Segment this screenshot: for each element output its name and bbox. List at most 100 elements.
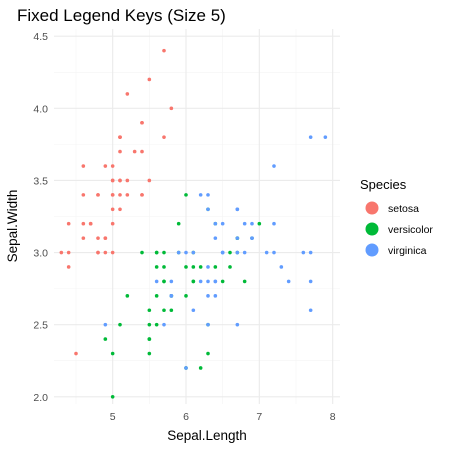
point-versicolor	[228, 265, 232, 269]
point-virginica	[213, 221, 218, 226]
point-versicolor	[162, 279, 166, 284]
point-versicolor	[198, 265, 203, 269]
x-axis-title: Sepal.Length	[167, 428, 247, 443]
point-versicolor	[118, 322, 122, 327]
point-versicolor	[176, 221, 181, 226]
point-virginica	[154, 279, 159, 284]
point-virginica	[198, 193, 203, 197]
point-versicolor	[154, 322, 159, 327]
y-tick-label: 3.5	[33, 175, 48, 187]
point-virginica	[286, 279, 291, 284]
point-setosa	[110, 193, 115, 197]
point-virginica	[220, 250, 225, 255]
point-setosa	[118, 207, 122, 212]
point-setosa	[66, 265, 71, 269]
point-setosa	[118, 149, 122, 154]
y-tick-label: 2.0	[33, 392, 48, 404]
legend-title: Species	[360, 177, 407, 192]
point-virginica	[176, 250, 181, 255]
legend-key-versicolor	[365, 222, 379, 236]
y-tick-labels: 2.0 2.5 3.0 3.5 4.0 4.5	[33, 31, 48, 404]
point-setosa	[66, 250, 71, 255]
point-setosa	[169, 106, 174, 111]
point-virginica	[308, 308, 313, 313]
point-virginica	[191, 308, 196, 313]
point-virginica	[242, 250, 247, 255]
point-virginica	[235, 207, 240, 212]
point-versicolor	[147, 308, 152, 313]
point-versicolor	[257, 221, 262, 226]
point-setosa	[118, 193, 122, 197]
point-versicolor	[169, 308, 174, 313]
point-virginica	[308, 250, 313, 255]
y-tick-label: 4.0	[33, 103, 48, 115]
y-tick-label: 4.5	[33, 31, 48, 43]
x-tick-label: 6	[183, 411, 189, 423]
chart-title: Fixed Legend Keys (Size 5)	[17, 6, 226, 25]
legend-key-setosa	[365, 201, 379, 215]
point-versicolor	[154, 265, 159, 269]
point-virginica	[213, 279, 218, 284]
legend-key-virginica	[365, 243, 379, 257]
y-tick-label: 2.5	[33, 320, 48, 332]
point-setosa	[66, 221, 71, 226]
point-setosa	[125, 178, 130, 183]
point-setosa	[125, 193, 130, 197]
point-setosa	[110, 221, 115, 226]
point-versicolor	[184, 294, 188, 298]
point-versicolor	[154, 294, 159, 298]
point-versicolor	[184, 193, 188, 197]
point-virginica	[242, 221, 247, 226]
point-virginica	[206, 322, 210, 327]
point-setosa	[110, 178, 115, 183]
point-versicolor	[103, 337, 108, 341]
grid	[54, 29, 340, 404]
point-setosa	[59, 250, 64, 255]
point-setosa	[147, 178, 152, 183]
point-versicolor	[162, 250, 166, 255]
point-versicolor	[220, 279, 225, 284]
point-versicolor	[198, 366, 203, 370]
point-virginica	[308, 135, 313, 139]
point-virginica	[250, 236, 254, 240]
point-virginica	[213, 294, 218, 298]
point-setosa	[81, 193, 86, 197]
point-virginica	[184, 250, 188, 255]
point-versicolor	[140, 250, 144, 255]
point-setosa	[118, 178, 122, 183]
point-virginica	[213, 236, 218, 240]
point-setosa	[162, 135, 166, 139]
point-setosa	[110, 164, 115, 168]
point-versicolor	[242, 279, 247, 284]
point-setosa	[88, 221, 93, 226]
point-virginica	[323, 135, 328, 139]
point-virginica	[206, 193, 210, 197]
point-virginica	[220, 221, 225, 226]
data-points	[59, 48, 328, 399]
point-setosa	[81, 164, 86, 168]
point-virginica	[169, 279, 174, 284]
point-setosa	[96, 193, 100, 197]
point-versicolor	[162, 265, 166, 269]
point-virginica	[162, 322, 166, 327]
point-setosa	[96, 250, 100, 255]
point-setosa	[162, 48, 166, 53]
x-tick-label: 7	[256, 411, 262, 423]
point-virginica	[184, 366, 188, 370]
legend-label-versicolor: versicolor	[388, 224, 433, 236]
point-setosa	[132, 149, 137, 154]
x-tick-label: 8	[330, 411, 336, 423]
point-virginica	[235, 236, 240, 240]
y-axis-title: Sepal.Width	[5, 190, 20, 263]
point-setosa	[81, 236, 86, 240]
point-virginica	[301, 250, 306, 255]
point-setosa	[110, 207, 115, 212]
point-virginica	[279, 265, 284, 269]
point-setosa	[96, 236, 100, 240]
point-setosa	[140, 193, 144, 197]
point-virginica	[272, 250, 276, 255]
point-versicolor	[228, 250, 232, 255]
point-virginica	[250, 221, 254, 226]
point-virginica	[198, 279, 203, 284]
point-versicolor	[147, 322, 152, 327]
